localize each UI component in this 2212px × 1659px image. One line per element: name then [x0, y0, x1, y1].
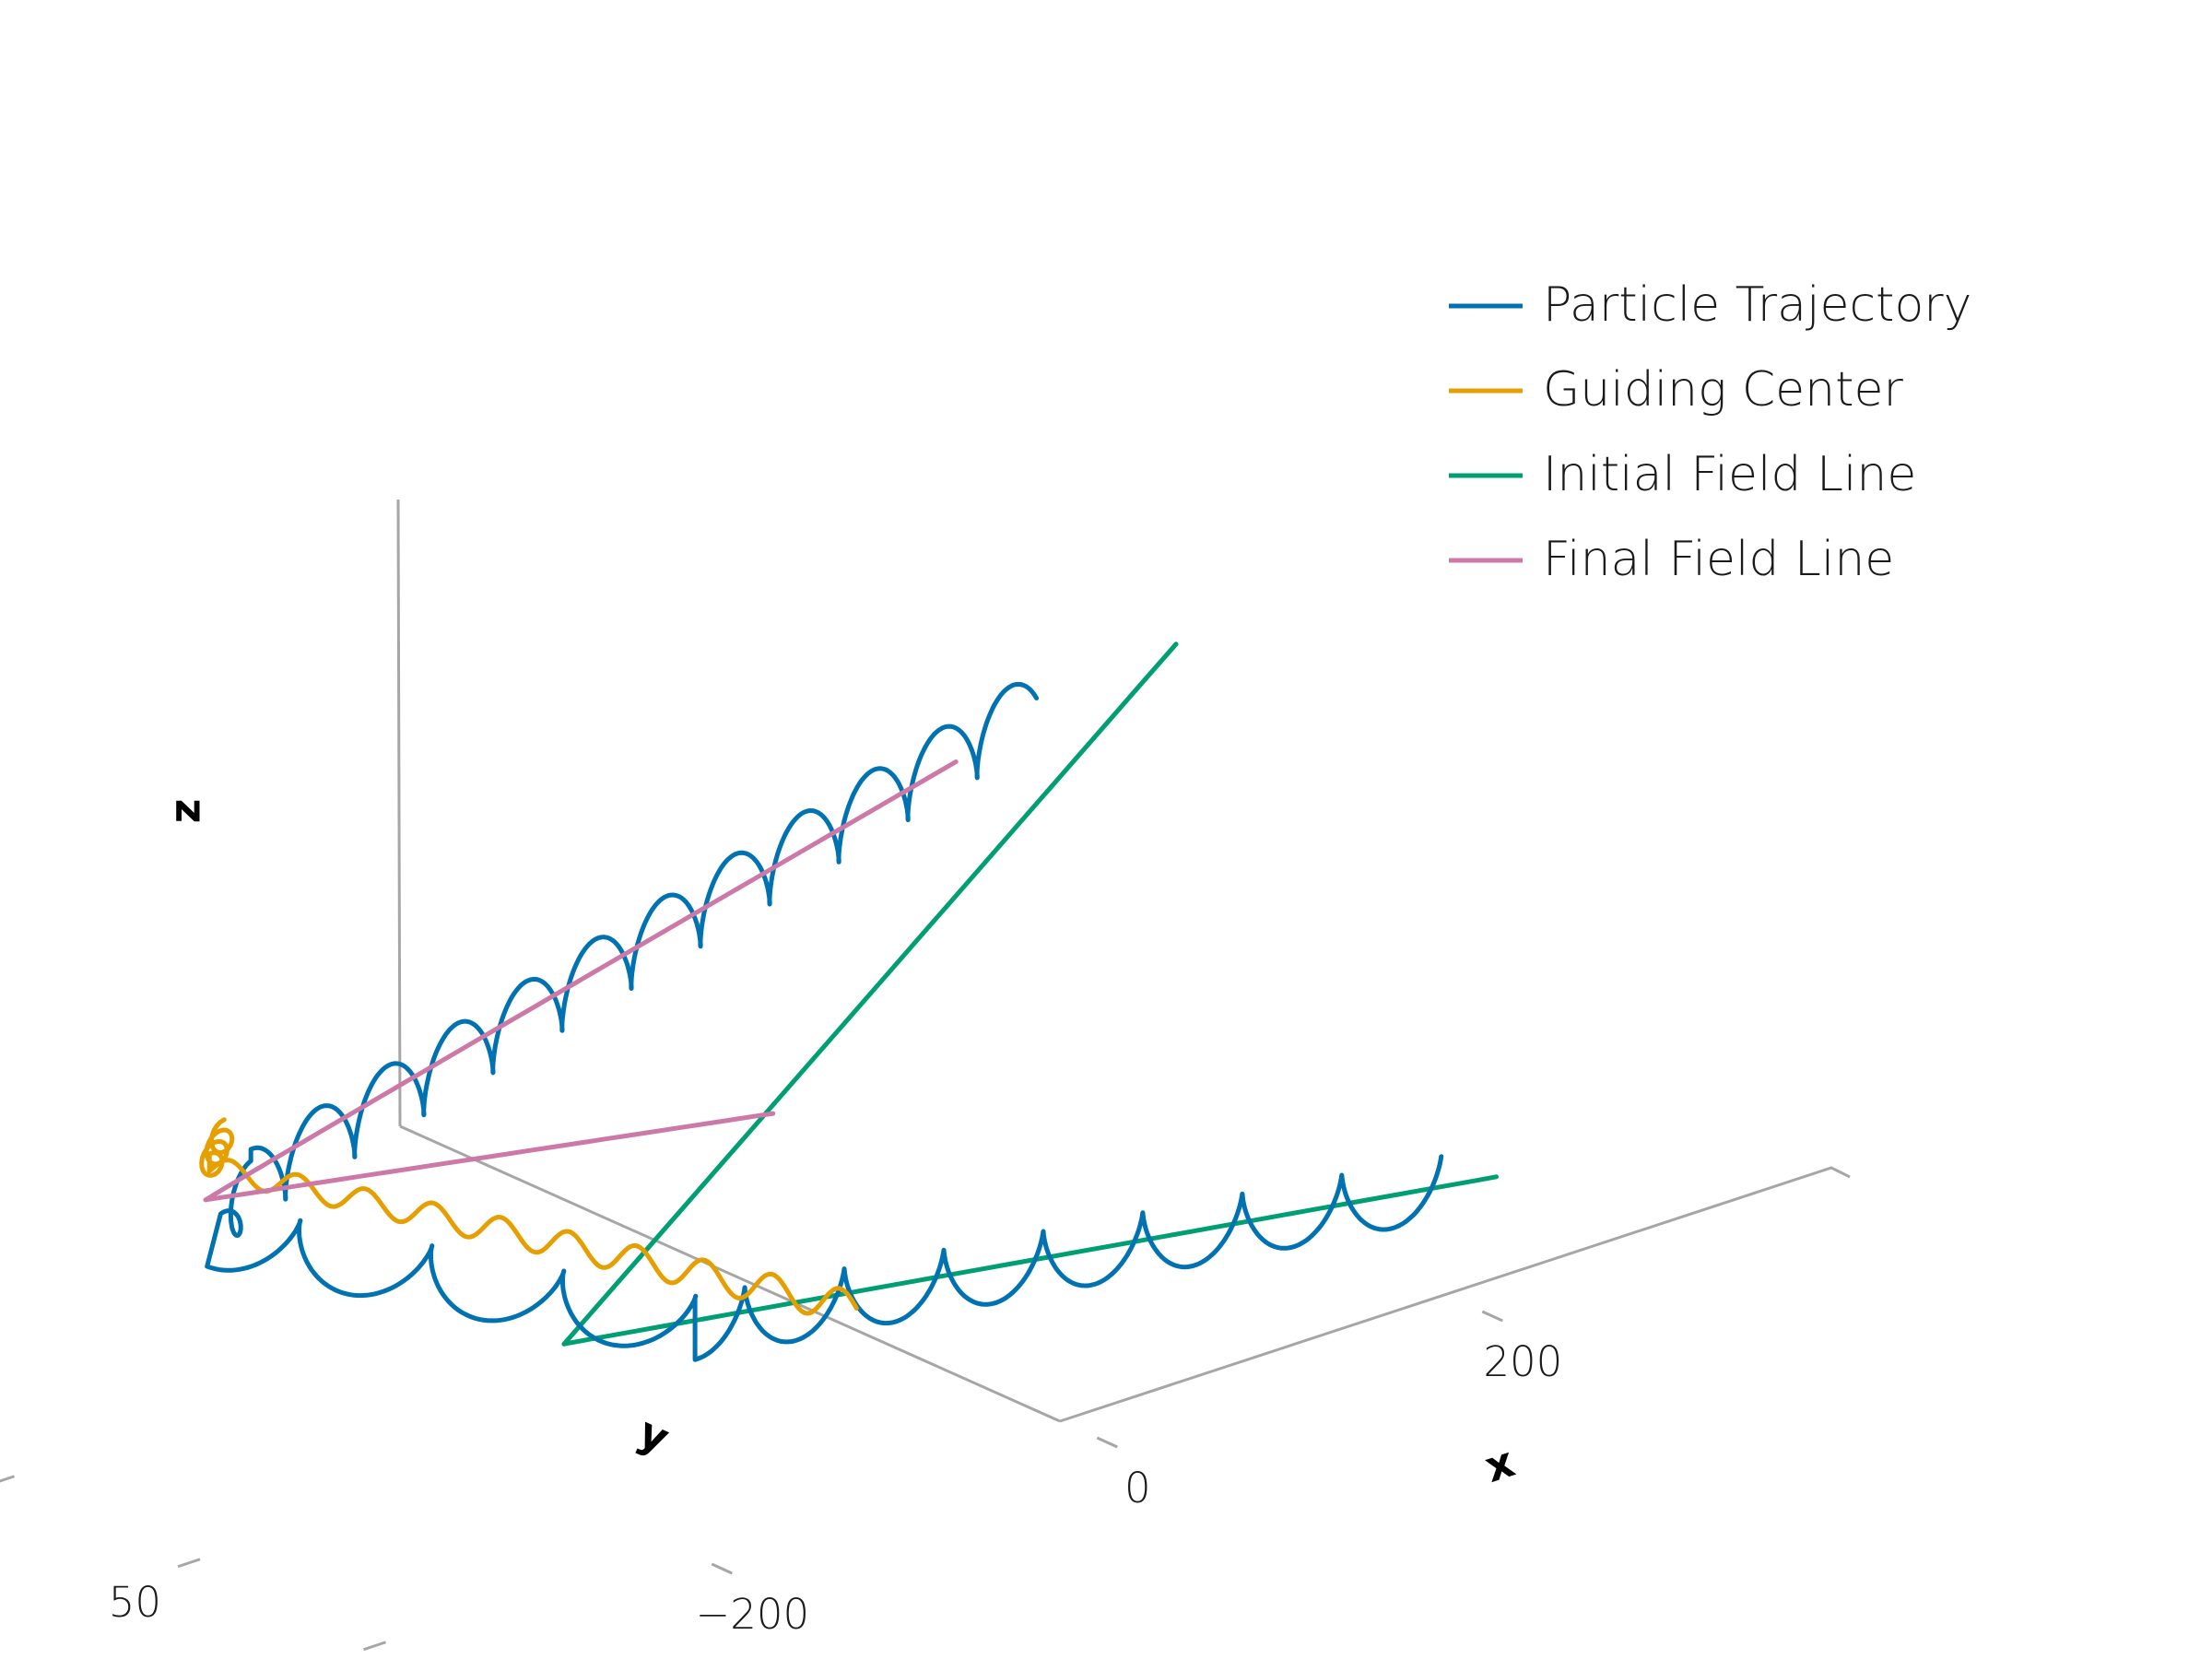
- y-axis-label: y: [631, 1406, 677, 1464]
- series-final-field-line: [203, 1111, 776, 1203]
- x-axis-line: [1059, 1166, 1851, 1423]
- y-tick-label: 50: [109, 1578, 161, 1627]
- y-tick: [363, 1641, 386, 1652]
- y-tick: [0, 1475, 15, 1483]
- y-tick: [177, 1558, 201, 1569]
- series-particle-trajectory: [205, 681, 1444, 1362]
- series-guiding-center: [199, 1117, 859, 1316]
- legend-label: Guiding Center: [1543, 362, 1903, 418]
- legend-label: Particle Trajectory: [1543, 277, 1971, 333]
- axes-frame: [396, 499, 1851, 1423]
- x-tick-label: −200: [695, 1590, 809, 1639]
- x-tick: [1481, 1310, 1503, 1323]
- z-axis-label: z: [160, 799, 210, 824]
- series-initial-field-line: [561, 1174, 1499, 1347]
- series-layer: [199, 641, 1499, 1362]
- x-tick: [711, 1562, 733, 1575]
- legend-label: Final Field Line: [1543, 532, 1894, 587]
- x-tick: [1096, 1436, 1118, 1449]
- x-axis-label: x: [1478, 1436, 1520, 1492]
- x-tick-label: 200: [1483, 1337, 1562, 1386]
- legend: Particle Trajectory Guiding Center Initial…: [1449, 277, 1971, 587]
- legend-label: Initial Field Line: [1543, 447, 1916, 502]
- series-initial-field-line: [561, 641, 1179, 1347]
- x-tick-label: 0: [1124, 1464, 1151, 1512]
- y-axis-line: [399, 1124, 1061, 1423]
- z-axis-line: [396, 499, 402, 1127]
- series-final-field-line: [203, 759, 959, 1203]
